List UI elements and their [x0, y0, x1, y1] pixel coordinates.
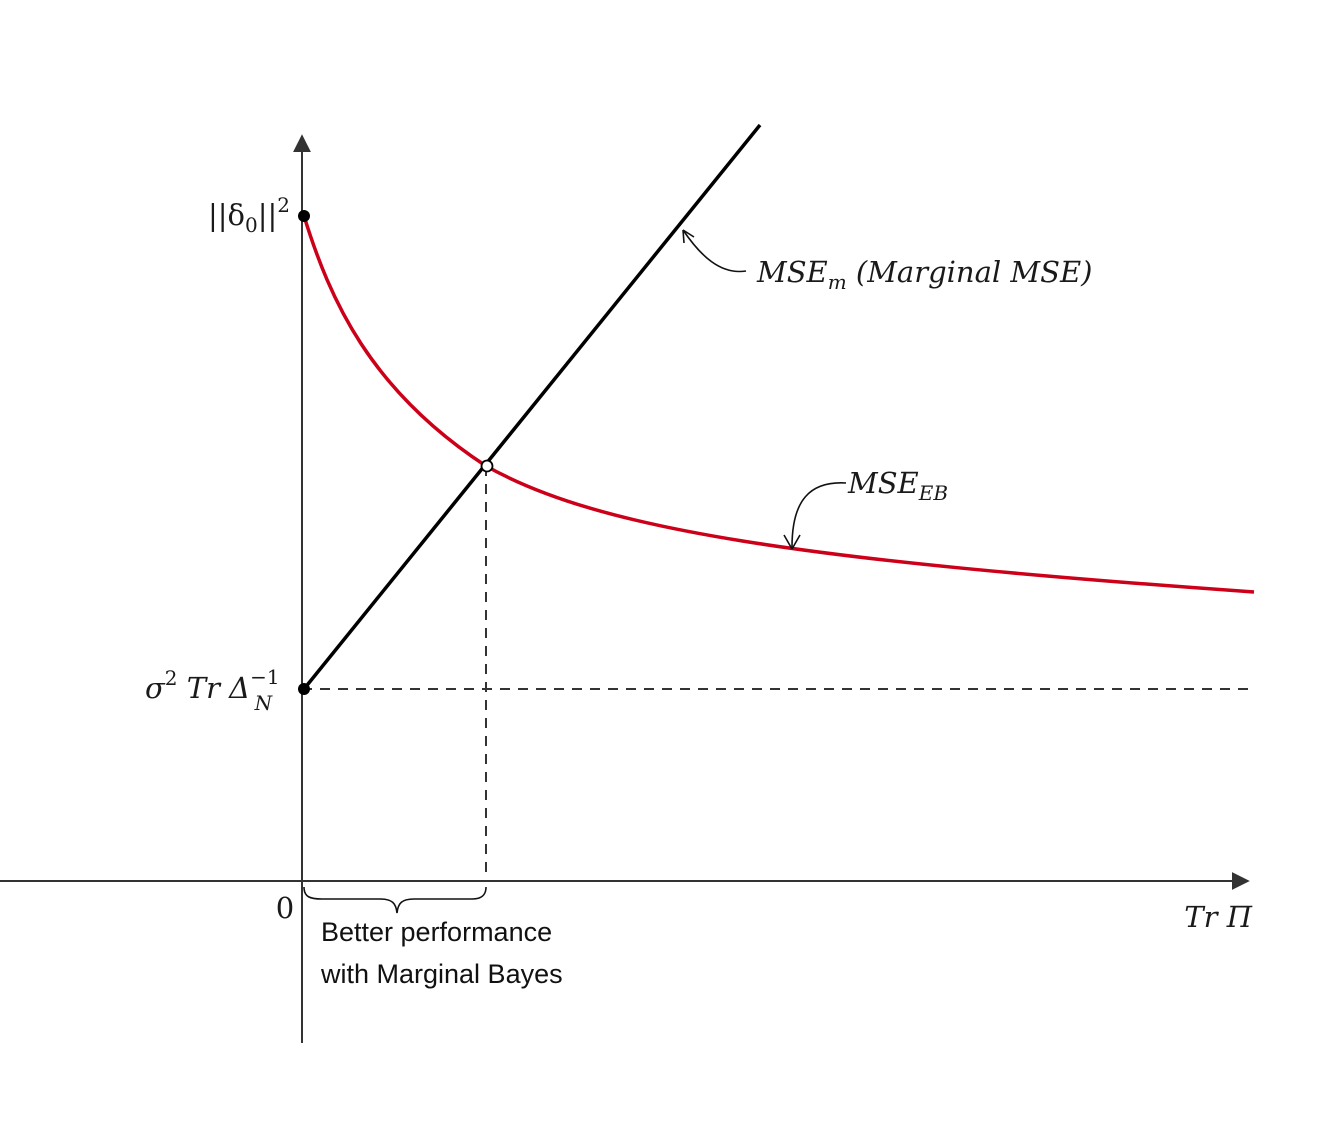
- mse-m-label: MSEm (Marginal MSE): [756, 255, 1092, 294]
- mse-eb-curve: [302, 215, 1255, 594]
- mse-eb-leader-arrowhead: [783, 534, 801, 550]
- intersection-point: [480, 459, 494, 473]
- delta-norm-label: ||δ0||2: [208, 193, 290, 237]
- mse-m-line: [302, 123, 762, 691]
- brace-caption-line2: with Marginal Bayes: [320, 959, 563, 989]
- sigma-trace-point: [298, 683, 310, 695]
- delta-norm-point: [298, 210, 310, 222]
- mse-m-leader-arrowhead: [682, 229, 695, 244]
- mse-eb-leader: [791, 482, 847, 548]
- brace-caption-line1: Better performance: [321, 917, 552, 947]
- x-axis-label: Tr Π: [1184, 900, 1252, 934]
- mse-m-leader: [682, 229, 747, 273]
- origin-label: 0: [276, 891, 294, 925]
- sigma-trace-label: σ2 Tr Δ−1 N: [145, 665, 280, 715]
- performance-brace: [303, 886, 487, 914]
- mse-eb-label: MSEEB: [847, 466, 948, 505]
